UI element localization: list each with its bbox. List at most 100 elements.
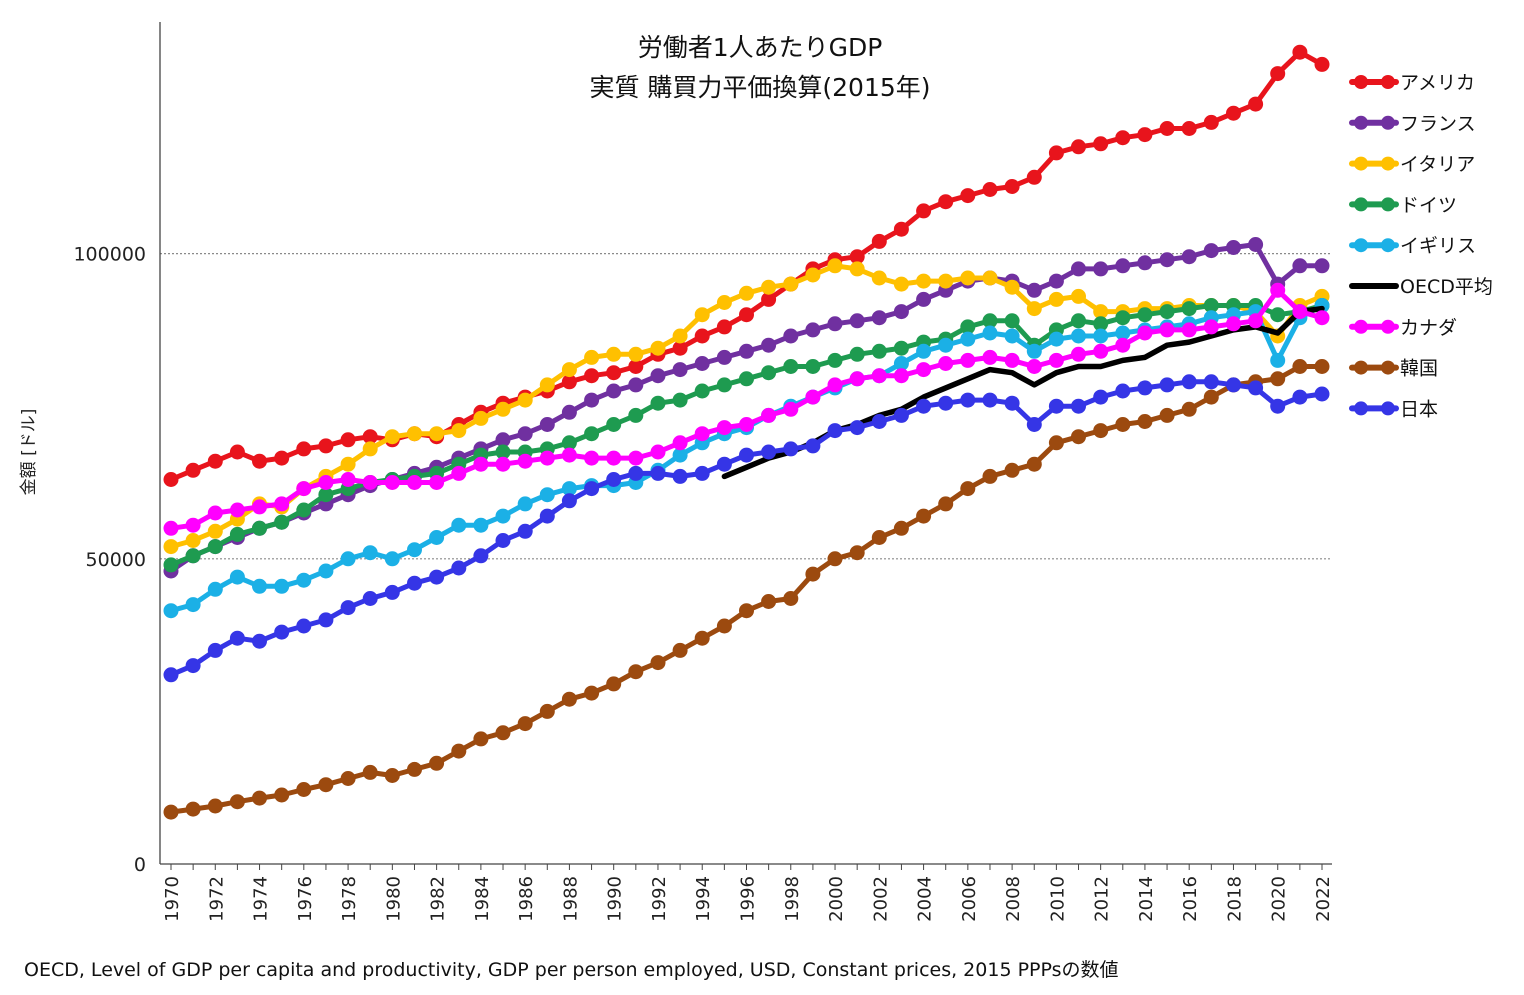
data-point [429, 475, 445, 490]
data-point [539, 450, 555, 466]
data-point [1248, 237, 1264, 252]
data-point [694, 426, 710, 442]
series-韓国 [163, 359, 1330, 820]
x-tick-label: 1988 [560, 876, 581, 922]
x-tick-label: 1982 [428, 876, 449, 922]
data-point [982, 182, 998, 197]
x-tick-label: 1984 [472, 876, 493, 922]
data-point [916, 203, 932, 219]
legend-marker [1354, 156, 1368, 171]
data-point [517, 426, 533, 442]
series-カナダ [163, 282, 1330, 536]
data-point [672, 328, 688, 344]
legend-item: フランス [1349, 113, 1476, 135]
data-point [871, 233, 887, 249]
data-point [827, 551, 843, 567]
data-point [628, 377, 644, 393]
legend-item: 日本 [1349, 398, 1438, 420]
data-point [761, 594, 777, 609]
data-point [207, 453, 223, 469]
data-point [1115, 337, 1131, 353]
data-point [1004, 395, 1020, 411]
data-point [1181, 249, 1197, 265]
data-point [960, 392, 976, 408]
data-point [960, 319, 976, 335]
data-point [495, 432, 511, 448]
x-tick-label: 2000 [826, 876, 847, 922]
data-point [340, 432, 356, 448]
legend-label: アメリカ [1400, 72, 1475, 94]
data-point [606, 365, 622, 381]
data-point [761, 337, 777, 353]
data-point [1093, 423, 1109, 439]
data-point [318, 475, 334, 490]
data-point [672, 447, 688, 463]
data-point [783, 359, 799, 374]
legend-marker [1354, 197, 1368, 212]
legend-marker [1381, 156, 1395, 171]
data-point [340, 600, 356, 616]
data-point [938, 395, 954, 411]
data-point [407, 761, 422, 777]
data-point [739, 285, 754, 301]
data-point [252, 633, 267, 649]
data-point [229, 569, 245, 585]
data-point [761, 444, 777, 460]
data-point [1137, 325, 1153, 341]
data-point [606, 676, 622, 692]
data-point [429, 755, 445, 771]
y-tick-label: 100000 [73, 244, 146, 266]
data-point [495, 533, 511, 548]
data-point [672, 435, 688, 451]
data-point [694, 356, 710, 371]
legend-label: 韓国 [1400, 358, 1438, 380]
data-point [1048, 352, 1064, 368]
data-point [318, 487, 334, 503]
data-point [1026, 301, 1042, 317]
data-point [207, 539, 223, 555]
data-point [1270, 307, 1286, 323]
data-point [1071, 398, 1086, 414]
x-tick-label: 2014 [1136, 876, 1157, 922]
data-point [274, 578, 290, 594]
series-イタリア [163, 258, 1330, 555]
data-point [473, 410, 489, 426]
legend-label: フランス [1400, 113, 1476, 135]
data-point [1181, 121, 1197, 136]
data-point [871, 310, 887, 326]
data-point [938, 356, 954, 371]
data-point [340, 472, 356, 487]
data-point [274, 450, 290, 466]
data-point [916, 508, 932, 524]
data-point [340, 771, 356, 786]
data-point [716, 377, 732, 393]
x-tick-label: 2006 [959, 876, 980, 922]
data-point [407, 575, 422, 591]
data-point [1226, 105, 1241, 121]
data-point [1226, 240, 1241, 255]
data-point [318, 612, 334, 628]
data-point [495, 725, 511, 741]
data-point [296, 481, 312, 497]
x-tick-label: 2020 [1269, 876, 1290, 922]
data-point [716, 295, 732, 310]
data-point [849, 545, 865, 561]
data-point [1004, 179, 1020, 194]
data-point [584, 450, 600, 466]
data-point [1115, 417, 1131, 432]
data-point [517, 716, 533, 732]
data-point [340, 456, 356, 472]
data-point [982, 270, 998, 286]
x-tick-label: 1994 [693, 876, 714, 922]
x-tick-label: 2018 [1224, 876, 1245, 922]
data-point [1004, 313, 1020, 329]
data-point [805, 389, 821, 405]
data-point [1071, 313, 1086, 329]
data-point [893, 276, 909, 292]
data-point [1226, 377, 1241, 393]
data-point [982, 392, 998, 408]
data-point [473, 517, 489, 533]
legend-marker [1354, 401, 1368, 416]
data-point [916, 398, 932, 414]
